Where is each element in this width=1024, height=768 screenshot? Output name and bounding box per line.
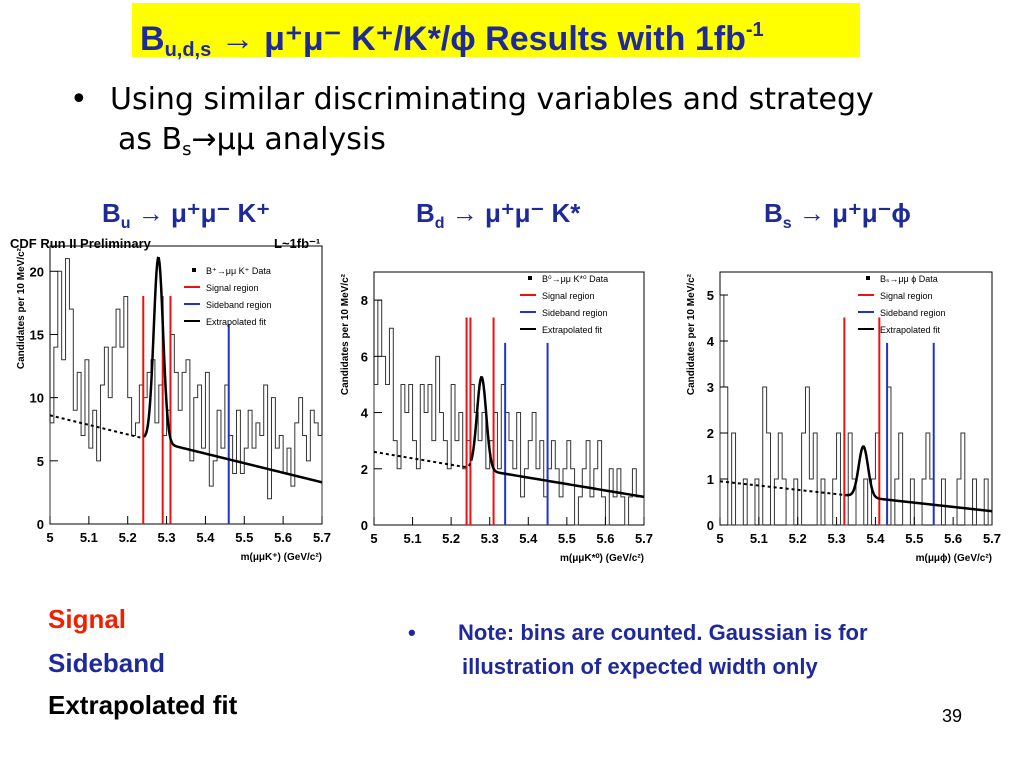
legend-label: Signal region [880,291,933,301]
legend-label: Sideband region [880,308,946,318]
y-axis-label: Candidates per 10 MeV/c² [16,247,27,369]
x-tick-label: 5.4 [866,531,885,546]
fit-curve [469,375,645,499]
x-tick-label: 5.4 [196,530,215,545]
legend-label: B⁰→μμ K*⁰ Data [542,274,608,284]
legend-label: Extrapolated fit [542,325,603,335]
legend-sideband-text: Sideband [48,648,166,678]
x-tick-label: 5.6 [596,531,614,546]
x-tick-label: 5.5 [905,531,923,546]
x-tick-label: 5 [46,530,53,545]
y-tick-label: 1 [707,472,714,487]
x-tick-label: 5.2 [442,531,460,546]
bullet-icon: • [70,82,88,117]
x-tick-label: 5.2 [789,531,807,546]
x-tick-label: 5.3 [481,531,499,546]
y-tick-label: 3 [707,380,714,395]
note-line-2: illustration of expected width only [462,654,818,679]
x-tick-label: 5.1 [750,531,768,546]
y-tick-label: 4 [707,334,715,349]
panel-title-bd: Bd → μ⁺μ⁻ K* [416,198,581,232]
legend-signal-text: Signal [48,604,127,634]
y-tick-label: 6 [361,349,368,364]
chart-bs: 5 5.1 5.2 5.3 5.4 5.5 5.6 5.7 0 1 2 3 4 5 m(μμϕ) (GeV/… [686,271,1001,564]
page-number: 39 [942,706,963,726]
legend-label: Sideband region [206,300,272,310]
y-tick-label: 2 [361,462,368,477]
y-axis-label: Candidates per 10 MeV/c² [340,273,351,395]
slide-title: Bu,d,s → μ⁺μ⁻ K⁺/K*/ϕ Results with 1fb-1 [132,3,860,61]
x-tick-label: 5.2 [119,530,137,545]
y-tick-label: 4 [361,406,369,421]
chart-header-right: L~1fb⁻¹ [274,236,320,251]
y-axis-label: Candidates per 10 MeV/c² [686,273,697,395]
chart-bu: CDF Run II Preliminary L~1fb⁻¹ 5 5.1 5.2 5.3 5… [10,236,331,563]
panel-title-bu: Bu → μ⁺μ⁻ K⁺ [102,198,270,232]
y-tick-label: 0 [707,518,714,533]
legend-label: B⁺→μμ K⁺ Data [206,266,271,276]
legend-label: Signal region [206,283,259,293]
x-tick-label: 5.6 [944,531,962,546]
x-tick-label: 5.7 [635,531,653,546]
legend-label: Sideband region [542,308,608,318]
legend-marker-data [528,276,532,280]
note: • Note: bins are counted. Gaussian is for… [408,616,868,684]
y-tick-label: 10 [30,391,44,406]
data-histogram [49,258,323,524]
x-tick-label: 5.3 [828,531,846,546]
bullet-point: • Using similar discriminating variables … [70,80,874,170]
legend-label: Signal region [542,291,595,301]
legend-fit-text: Extrapolated fit [48,690,238,720]
y-tick-label: 0 [37,517,44,532]
fit-curve-extrapolated [719,480,845,496]
bullet-line-1: Using similar discriminating variables a… [110,82,874,117]
panel-title-bs: Bs → μ⁺μ⁻ϕ [764,198,911,232]
x-axis-label: m(μμK*⁰) (GeV/c²) [560,553,644,564]
legend-label: Extrapolated fit [206,317,267,327]
x-tick-label: 5.1 [80,530,98,545]
x-tick-label: 5.4 [519,531,538,546]
x-tick-label: 5.5 [235,530,253,545]
x-tick-label: 5 [716,531,723,546]
note-line-1: Note: bins are counted. Gaussian is for [458,620,868,645]
fit-curve [143,256,323,484]
y-tick-label: 5 [707,288,714,303]
x-tick-label: 5.7 [983,531,1001,546]
y-tick-label: 0 [361,518,368,533]
data-histogram [719,294,992,526]
x-tick-label: 5.1 [404,531,422,546]
note-bullet-icon: • [408,620,416,645]
y-tick-label: 5 [37,454,44,469]
fit-curve-extrapolated [49,414,144,439]
fit-curve-extrapolated [373,450,472,468]
y-tick-label: 20 [30,264,44,279]
x-axis-label: m(μμϕ) (GeV/c²) [916,553,992,564]
x-tick-label: 5.6 [274,530,292,545]
x-tick-label: 5.7 [313,530,331,545]
data-histogram [373,299,645,526]
legend-marker-data [866,276,870,280]
legend-label: Bₛ→μμ ϕ Data [880,274,938,284]
chart-header-left: CDF Run II Preliminary [10,236,152,251]
legend-label: Extrapolated fit [880,325,941,335]
y-tick-label: 8 [361,293,368,308]
bullet-line-2: as Bs→μμ analysis [118,122,386,160]
y-tick-label: 15 [30,327,44,342]
chart-bd: 5 5.1 5.2 5.3 5.4 5.5 5.6 5.7 0 2 4 6 8 m(μμK*⁰) (GeV… [340,271,653,564]
x-axis-label: m(μμK⁺) (GeV/c²) [241,552,322,563]
fit-curve [845,445,993,513]
plot-frame [49,245,323,525]
x-tick-label: 5.5 [558,531,576,546]
legend-marker-data [192,268,196,272]
y-tick-label: 2 [707,426,714,441]
x-tick-label: 5.3 [158,530,176,545]
x-tick-label: 5 [370,531,377,546]
